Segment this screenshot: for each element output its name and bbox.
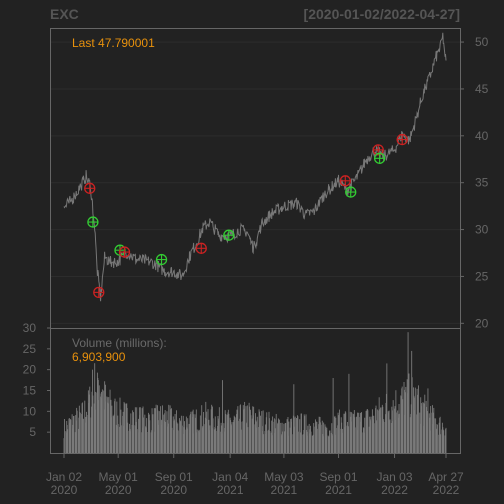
sell-marker xyxy=(339,175,351,187)
price-tick-label: 25 xyxy=(475,269,489,283)
volume-tick-label: 15 xyxy=(23,384,37,398)
price-panel-frame xyxy=(50,28,461,329)
x-tick-year: 2022 xyxy=(433,483,460,497)
x-tick-year: 2021 xyxy=(271,483,298,497)
x-tick-year: 2021 xyxy=(325,483,352,497)
buy-marker xyxy=(345,186,357,198)
price-tick-label: 40 xyxy=(475,129,489,143)
x-tick-year: 2020 xyxy=(105,483,132,497)
price-series xyxy=(63,32,447,302)
volume-axis: 5 10 15 20 25 30 xyxy=(23,321,50,439)
x-tick-year: 2021 xyxy=(217,483,244,497)
price-gridlines xyxy=(51,41,460,324)
x-tick-label: Jan 02 xyxy=(46,470,82,484)
volume-tick-label: 5 xyxy=(29,425,36,439)
volume-tick-label: 10 xyxy=(23,404,37,418)
sell-marker xyxy=(195,242,207,254)
sell-marker xyxy=(93,286,105,299)
last-price-label: Last 47.790001 xyxy=(72,36,155,50)
buy-marker xyxy=(373,152,386,164)
sell-marker xyxy=(118,246,131,258)
price-tick-label: 45 xyxy=(475,82,489,96)
price-tick-label: 30 xyxy=(475,223,489,237)
volume-tick-label: 30 xyxy=(23,321,37,335)
x-tick-year: 2020 xyxy=(51,483,78,497)
buy-marker xyxy=(223,229,235,241)
x-tick-year: 2020 xyxy=(160,483,187,497)
volume-title: Volume (millions): xyxy=(72,336,167,350)
sell-marker xyxy=(372,144,384,156)
buy-marker xyxy=(87,216,99,228)
x-tick-label: Sep 01 xyxy=(155,470,193,484)
volume-tick-label: 25 xyxy=(23,342,37,356)
price-tick-label: 35 xyxy=(475,176,489,190)
trade-markers xyxy=(84,133,408,299)
x-tick-label: Jan 04 xyxy=(212,470,248,484)
price-tick-label: 20 xyxy=(475,316,489,330)
x-tick-label: Apr 27 xyxy=(428,470,464,484)
x-tick-label: Jan 03 xyxy=(377,470,413,484)
volume-bars xyxy=(63,332,447,453)
price-axis: 20 25 30 35 40 45 50 xyxy=(460,35,489,330)
chart-date-range: [2020-01-02/2022-04-27] xyxy=(304,6,460,22)
price-line xyxy=(63,32,447,302)
x-tick-year: 2022 xyxy=(381,483,408,497)
sell-marker xyxy=(84,182,96,194)
sell-marker xyxy=(396,133,408,146)
price-tick-label: 50 xyxy=(475,35,489,49)
x-tick-label: Sep 01 xyxy=(320,470,358,484)
volume-tick-label: 20 xyxy=(23,363,37,377)
x-tick-label: May 01 xyxy=(99,470,139,484)
buy-marker xyxy=(155,253,168,266)
x-tick-label: May 03 xyxy=(264,470,304,484)
chart-symbol: EXC xyxy=(50,6,79,22)
volume-last-value: 6,903,900 xyxy=(72,350,126,364)
